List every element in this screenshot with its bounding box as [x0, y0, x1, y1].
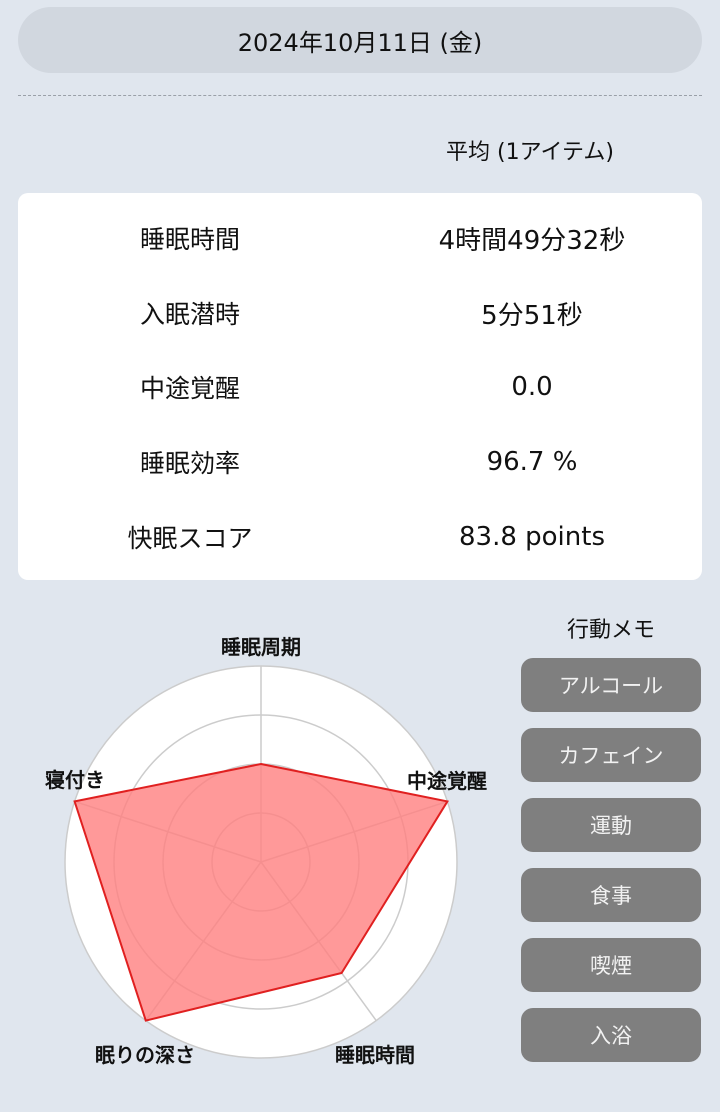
row-label: 中途覚醒: [139, 374, 240, 403]
memo-button-alcohol[interactable]: アルコール: [521, 658, 701, 712]
radar-series-polygon: [73, 762, 450, 1022]
radar-axis-label: 寝付き: [45, 768, 105, 792]
summary-row: 睡眠時間 4時間49分32秒: [18, 218, 702, 258]
row-label: 睡眠効率: [139, 449, 240, 478]
summary-row: 快眠スコア 83.8 points: [18, 517, 702, 557]
row-value: 83.8 points: [458, 522, 605, 552]
row-value: 0.0: [511, 372, 553, 402]
row-value: 4時間49分32秒: [438, 225, 626, 256]
row-label: 快眠スコア: [127, 524, 253, 553]
summary-row: 中途覚醒 0.0: [18, 367, 702, 407]
memo-button-meal[interactable]: 食事: [521, 868, 701, 922]
row-label: 睡眠時間: [139, 225, 240, 254]
memo-button-exercise[interactable]: 運動: [521, 798, 701, 852]
row-value: 96.7 %: [486, 447, 578, 477]
radar-axis-label: 眠りの深さ: [95, 1043, 195, 1067]
radar-axis-label: 睡眠周期: [221, 635, 301, 659]
summary-row: 入眠潜時 5分51秒: [18, 293, 702, 333]
memo-button-caffeine[interactable]: カフェイン: [521, 728, 701, 782]
row-value: 5分51秒: [481, 300, 583, 331]
memo-title: 行動メモ: [566, 618, 655, 643]
date-selector[interactable]: 2024年10月11日 (金): [18, 7, 702, 73]
summary-caption: 平均 (1アイテム): [446, 140, 614, 165]
summary-row: 睡眠効率 96.7 %: [18, 442, 702, 482]
radar-axis-label: 睡眠時間: [335, 1043, 415, 1067]
memo-button-smoking[interactable]: 喫煙: [521, 938, 701, 992]
date-label: 2024年10月11日 (金): [237, 28, 483, 57]
divider: [18, 95, 702, 96]
row-label: 入眠潜時: [139, 300, 240, 329]
summary-card: 睡眠時間 4時間49分32秒 入眠潜時 5分51秒 中途覚醒 0.0 睡眠効率 96.7…: [18, 193, 702, 580]
memo-button-bath[interactable]: 入浴: [521, 1008, 701, 1062]
radar-axis-label: 中途覚醒: [407, 769, 487, 793]
